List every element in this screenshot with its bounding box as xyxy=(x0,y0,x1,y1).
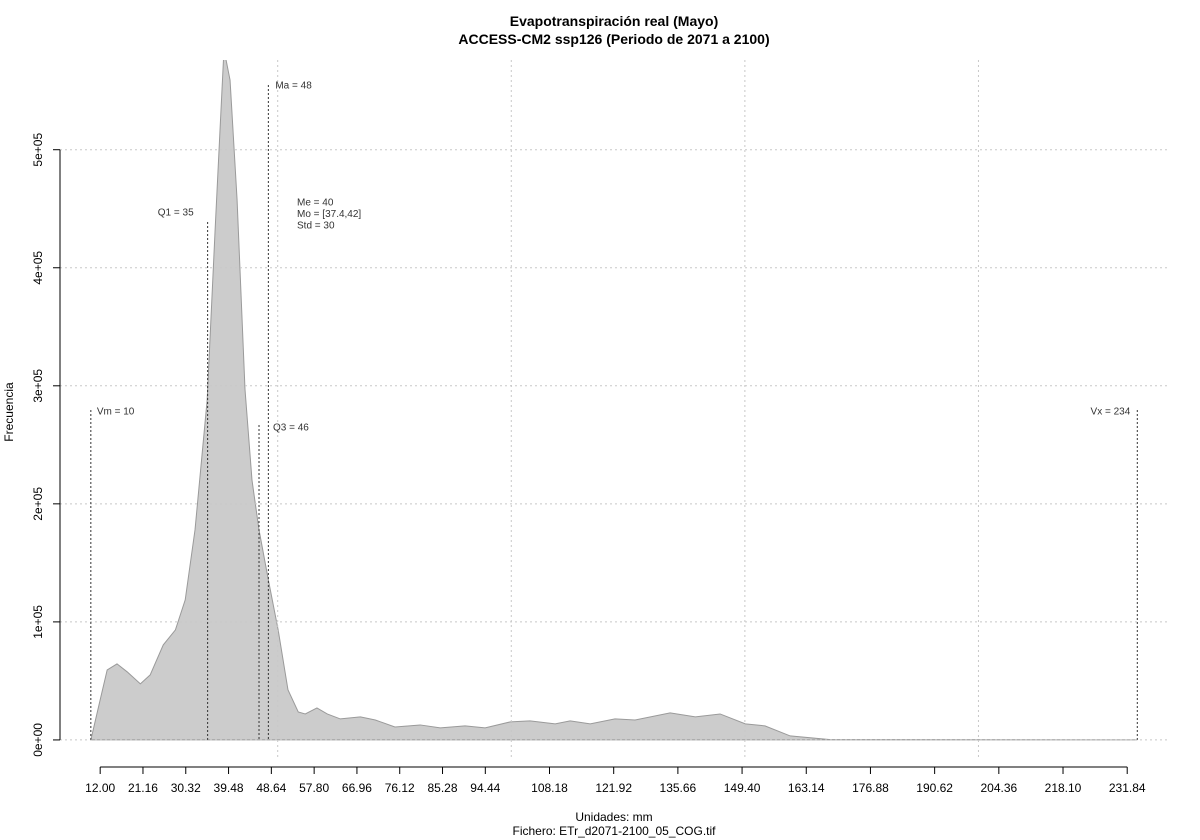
x-tick-label: 176.88 xyxy=(852,781,889,795)
y-tick-label: 2e+05 xyxy=(31,487,45,521)
marker-label: Vx = 234 xyxy=(1091,407,1131,418)
x-tick-label: 190.62 xyxy=(916,781,953,795)
y-tick-label: 1e+05 xyxy=(31,605,45,639)
x-tick-label: 57.80 xyxy=(299,781,329,795)
x-tick-label: 85.28 xyxy=(428,781,458,795)
marker-label: Q3 = 46 xyxy=(273,423,309,434)
plot-area xyxy=(90,60,1138,741)
chart-subtitle: ACCESS-CM2 ssp126 (Periodo de 2071 a 210… xyxy=(458,31,769,47)
x-tick-label: 21.16 xyxy=(128,781,158,795)
stat-label: Mo = [37.4,42] xyxy=(297,209,361,220)
x-tick-label: 231.84 xyxy=(1109,781,1146,795)
x-axis-label: Unidades: mm xyxy=(575,810,652,824)
x-tick-label: 149.40 xyxy=(724,781,761,795)
x-tick-label: 76.12 xyxy=(385,781,415,795)
x-tick-label: 66.96 xyxy=(342,781,372,795)
y-tick-label: 3e+05 xyxy=(31,369,45,403)
x-tick-label: 121.92 xyxy=(595,781,632,795)
x-tick-label: 204.36 xyxy=(980,781,1017,795)
x-tick-label: 94.44 xyxy=(470,781,500,795)
x-tick-label: 39.48 xyxy=(214,781,244,795)
density-area xyxy=(90,60,1138,741)
x-tick-label: 218.10 xyxy=(1045,781,1082,795)
x-tick-label: 135.66 xyxy=(660,781,697,795)
x-tick-label: 163.14 xyxy=(788,781,825,795)
x-tick-label: 48.64 xyxy=(256,781,286,795)
y-axis-label: Frecuencia xyxy=(2,382,16,442)
x-tick-label: 108.18 xyxy=(531,781,568,795)
chart-title: Evapotranspiración real (Mayo) xyxy=(510,13,719,29)
y-tick-label: 0e+00 xyxy=(31,723,45,757)
stat-label: Me = 40 xyxy=(297,198,334,209)
y-tick-label: 4e+05 xyxy=(31,251,45,285)
stat-label: Std = 30 xyxy=(297,221,335,232)
x-tick-label: 12.00 xyxy=(85,781,115,795)
marker-label: Vm = 10 xyxy=(97,407,135,418)
x-tick-label: 30.32 xyxy=(171,781,201,795)
marker-label: Ma = 48 xyxy=(275,81,312,92)
file-label: Fichero: ETr_d2071-2100_05_COG.tif xyxy=(513,824,717,838)
y-tick-label: 5e+05 xyxy=(31,133,45,167)
marker-label: Q1 = 35 xyxy=(158,208,194,219)
